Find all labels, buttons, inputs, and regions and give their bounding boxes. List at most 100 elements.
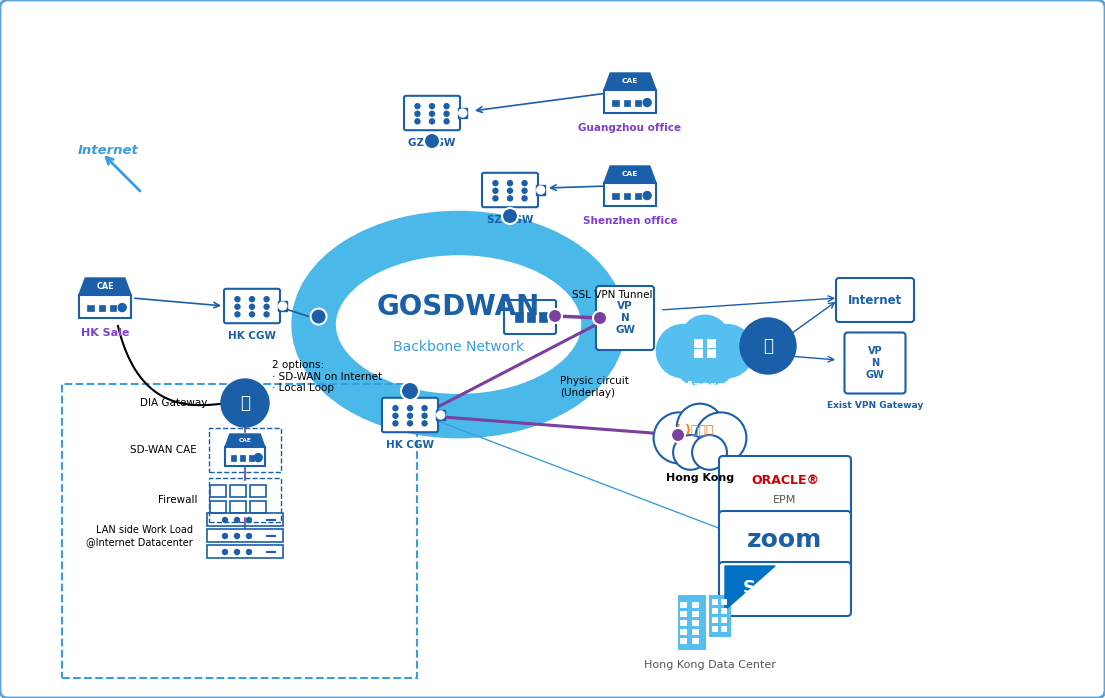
FancyBboxPatch shape xyxy=(278,302,287,311)
FancyBboxPatch shape xyxy=(720,617,727,623)
Circle shape xyxy=(424,133,440,149)
FancyBboxPatch shape xyxy=(709,595,732,637)
FancyBboxPatch shape xyxy=(680,602,687,608)
FancyBboxPatch shape xyxy=(623,193,630,198)
Circle shape xyxy=(246,517,252,523)
Text: SZ CGW: SZ CGW xyxy=(487,215,534,225)
FancyBboxPatch shape xyxy=(87,304,94,311)
FancyBboxPatch shape xyxy=(404,96,460,131)
Circle shape xyxy=(548,309,562,323)
Circle shape xyxy=(740,318,796,374)
FancyBboxPatch shape xyxy=(539,312,547,322)
Text: Guangzhou office: Guangzhou office xyxy=(578,123,682,133)
Text: CAE: CAE xyxy=(96,282,114,291)
Circle shape xyxy=(222,549,228,554)
Text: Physic circuit
(Underlay): Physic circuit (Underlay) xyxy=(560,376,629,398)
Circle shape xyxy=(699,324,755,378)
Circle shape xyxy=(401,382,419,400)
Circle shape xyxy=(593,311,607,325)
FancyBboxPatch shape xyxy=(695,339,704,348)
Circle shape xyxy=(444,104,449,109)
FancyBboxPatch shape xyxy=(240,454,245,461)
FancyBboxPatch shape xyxy=(225,447,265,466)
Circle shape xyxy=(250,297,254,302)
Circle shape xyxy=(246,533,252,538)
Circle shape xyxy=(643,191,651,200)
Text: Internet: Internet xyxy=(77,144,138,156)
Circle shape xyxy=(422,413,427,418)
Circle shape xyxy=(522,196,527,201)
Polygon shape xyxy=(604,166,656,183)
Circle shape xyxy=(430,104,434,109)
FancyBboxPatch shape xyxy=(712,617,718,623)
Circle shape xyxy=(415,104,420,109)
Circle shape xyxy=(278,302,286,310)
FancyBboxPatch shape xyxy=(707,339,716,348)
FancyBboxPatch shape xyxy=(712,626,718,632)
FancyBboxPatch shape xyxy=(707,349,716,358)
Circle shape xyxy=(221,379,269,427)
Circle shape xyxy=(696,348,734,385)
Text: Hong Kong: Hong Kong xyxy=(666,473,734,483)
Circle shape xyxy=(522,188,527,193)
Circle shape xyxy=(695,413,746,463)
FancyBboxPatch shape xyxy=(712,599,718,605)
Text: CAE: CAE xyxy=(622,172,639,177)
Circle shape xyxy=(507,188,513,193)
Polygon shape xyxy=(604,73,656,90)
FancyBboxPatch shape xyxy=(536,186,546,195)
Circle shape xyxy=(234,549,240,554)
Text: zoom: zoom xyxy=(747,528,823,552)
Circle shape xyxy=(692,435,727,470)
FancyBboxPatch shape xyxy=(623,100,630,105)
Circle shape xyxy=(436,411,444,419)
Circle shape xyxy=(430,111,434,117)
Circle shape xyxy=(415,111,420,117)
FancyBboxPatch shape xyxy=(719,511,851,571)
Polygon shape xyxy=(78,278,131,295)
Circle shape xyxy=(408,421,412,426)
Circle shape xyxy=(408,413,412,418)
FancyBboxPatch shape xyxy=(110,304,116,311)
FancyBboxPatch shape xyxy=(527,312,535,322)
Circle shape xyxy=(264,312,269,317)
Circle shape xyxy=(676,348,714,385)
Circle shape xyxy=(234,533,240,538)
Circle shape xyxy=(235,312,240,317)
Circle shape xyxy=(493,188,498,193)
Text: HK CGW: HK CGW xyxy=(386,440,434,450)
Circle shape xyxy=(118,304,126,311)
Text: (-)阿里云: (-)阿里云 xyxy=(675,424,715,438)
Circle shape xyxy=(311,309,327,325)
Circle shape xyxy=(537,186,545,194)
Circle shape xyxy=(264,297,269,302)
Circle shape xyxy=(415,119,420,124)
Circle shape xyxy=(235,297,240,302)
Text: Exist VPN Gateway: Exist VPN Gateway xyxy=(827,401,923,410)
FancyBboxPatch shape xyxy=(719,562,851,616)
Text: ⤢: ⤢ xyxy=(762,337,773,355)
Circle shape xyxy=(522,181,527,186)
Text: VP
N
GW: VP N GW xyxy=(615,302,635,334)
Text: SD-WAN CAE: SD-WAN CAE xyxy=(130,445,197,455)
FancyBboxPatch shape xyxy=(680,638,687,644)
Circle shape xyxy=(459,109,466,117)
FancyBboxPatch shape xyxy=(515,312,523,322)
FancyBboxPatch shape xyxy=(680,620,687,626)
Text: Internet: Internet xyxy=(848,293,902,306)
FancyBboxPatch shape xyxy=(692,638,699,644)
Circle shape xyxy=(408,406,412,410)
FancyBboxPatch shape xyxy=(844,332,905,394)
FancyBboxPatch shape xyxy=(712,608,718,614)
Circle shape xyxy=(655,324,711,378)
Polygon shape xyxy=(225,434,265,447)
Text: GZ CGW: GZ CGW xyxy=(409,138,455,148)
Text: VP
N
GW: VP N GW xyxy=(865,346,884,380)
Text: DIA Gateway: DIA Gateway xyxy=(139,398,207,408)
Circle shape xyxy=(250,312,254,317)
Circle shape xyxy=(507,181,513,186)
Circle shape xyxy=(254,454,262,461)
Text: SSL VPN Tunnel: SSL VPN Tunnel xyxy=(572,290,652,300)
Circle shape xyxy=(250,304,254,309)
Circle shape xyxy=(681,315,729,364)
